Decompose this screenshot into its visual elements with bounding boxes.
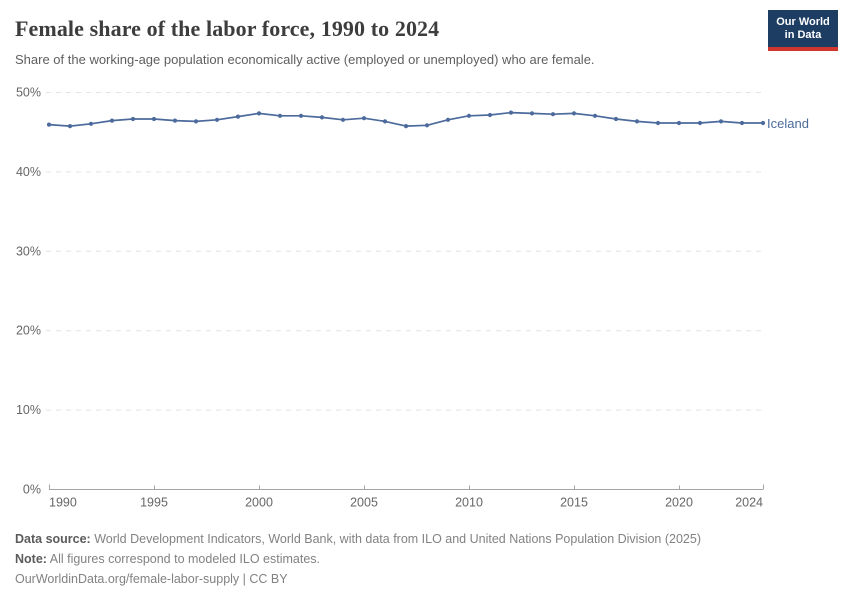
data-source-line: Data source: World Development Indicator… — [15, 529, 835, 549]
data-source-label: Data source: — [15, 532, 91, 546]
data-point[interactable] — [403, 124, 409, 129]
data-point[interactable] — [151, 116, 157, 122]
x-axis-tick-label: 2000 — [245, 496, 273, 510]
data-point[interactable] — [697, 120, 703, 126]
note-text: All figures correspond to modeled ILO es… — [46, 552, 321, 566]
data-point[interactable] — [676, 120, 682, 126]
license-line[interactable]: OurWorldinData.org/female-labor-supply |… — [15, 569, 835, 589]
data-point[interactable] — [277, 113, 283, 118]
data-point[interactable] — [529, 111, 535, 116]
owid-logo-line2: in Data — [784, 29, 822, 41]
data-point[interactable] — [193, 119, 199, 124]
owid-logo-line1: Our World — [776, 16, 830, 28]
data-point[interactable] — [718, 119, 724, 124]
data-point[interactable] — [340, 117, 346, 122]
license-text[interactable]: OurWorldinData.org/female-labor-supply |… — [15, 572, 288, 586]
y-axis-tick-label: 10% — [16, 403, 41, 417]
data-point[interactable] — [46, 122, 52, 127]
data-point[interactable] — [487, 112, 493, 118]
data-point[interactable] — [571, 111, 577, 116]
y-axis-tick-label: 40% — [16, 165, 41, 179]
data-point[interactable] — [361, 116, 367, 121]
data-source-text: World Development Indicators, World Bank… — [90, 532, 701, 546]
data-point[interactable] — [592, 113, 598, 118]
line-chart: 0% 10% 20% 30% 40% 50% 1990 1995 2000 2005 2010 201… — [16, 86, 766, 510]
chart-subtitle: Share of the working-age population econ… — [15, 52, 595, 67]
data-point[interactable] — [466, 113, 472, 118]
data-point[interactable] — [382, 119, 388, 124]
data-point[interactable] — [550, 112, 556, 117]
data-point[interactable] — [445, 117, 451, 122]
x-axis-tick-label: 2015 — [560, 496, 588, 510]
x-axis-tick-label: 2005 — [350, 496, 378, 510]
data-point[interactable] — [655, 120, 661, 126]
data-point[interactable] — [508, 110, 514, 115]
data-point[interactable] — [298, 113, 304, 118]
note-label: Note: — [15, 552, 47, 566]
x-axis-tick-label: 2024 — [735, 496, 763, 510]
data-point[interactable] — [256, 111, 262, 116]
data-point[interactable] — [214, 117, 220, 122]
y-axis-tick-label: 30% — [16, 244, 41, 258]
series-label-iceland[interactable]: Iceland — [767, 116, 809, 131]
data-point[interactable] — [613, 116, 619, 122]
data-point[interactable] — [88, 121, 94, 126]
data-point[interactable] — [634, 119, 640, 124]
data-point[interactable] — [109, 118, 115, 123]
page-title: Female share of the labor force, 1990 to… — [15, 16, 440, 41]
data-point[interactable] — [172, 118, 178, 123]
x-axis-tick-label: 2010 — [455, 496, 483, 510]
data-point[interactable] — [130, 116, 136, 122]
x-axis-tick-label: 1995 — [140, 496, 168, 510]
note-line: Note: All figures correspond to modeled … — [15, 549, 835, 569]
x-axis-tick-label: 2020 — [665, 496, 693, 510]
data-point[interactable] — [739, 120, 745, 126]
data-point[interactable] — [760, 120, 766, 126]
y-axis-tick-label: 50% — [16, 86, 41, 100]
data-point[interactable] — [235, 114, 241, 119]
chart-footer: Data source: World Development Indicator… — [15, 529, 835, 589]
data-point[interactable] — [319, 115, 325, 120]
y-axis-tick-label: 20% — [16, 324, 41, 338]
x-axis-tick-label: 1990 — [49, 496, 77, 510]
owid-logo: Our World in Data — [768, 10, 838, 51]
data-point[interactable] — [424, 123, 430, 128]
data-point[interactable] — [67, 124, 73, 129]
y-axis-tick-label: 0% — [23, 483, 41, 497]
